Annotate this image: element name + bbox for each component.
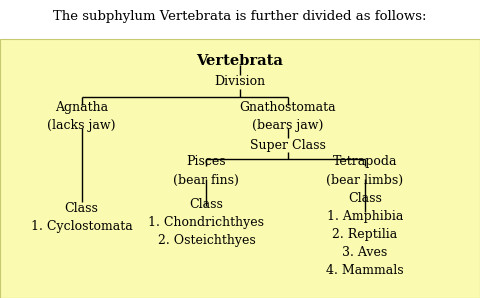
Text: Super Class: Super Class: [250, 139, 326, 152]
Text: Class
1. Amphibia
2. Reptilia
3. Aves
4. Mammals: Class 1. Amphibia 2. Reptilia 3. Aves 4.…: [326, 192, 404, 277]
Text: Gnathostomata
(bears jaw): Gnathostomata (bears jaw): [240, 101, 336, 132]
Text: Agnatha
(lacks jaw): Agnatha (lacks jaw): [48, 101, 116, 132]
Text: The subphylum Vertebrata is further divided as follows:: The subphylum Vertebrata is further divi…: [53, 10, 427, 23]
Text: Class
1. Cyclostomata: Class 1. Cyclostomata: [31, 202, 132, 233]
Text: Class
1. Chondrichthyes
2. Osteichthyes: Class 1. Chondrichthyes 2. Osteichthyes: [148, 198, 264, 247]
Text: Vertebrata: Vertebrata: [197, 54, 283, 68]
Text: Tetrapoda
(bear limbs): Tetrapoda (bear limbs): [326, 156, 403, 187]
Text: Division: Division: [215, 75, 265, 88]
Text: Pisces
(bear fins): Pisces (bear fins): [173, 156, 240, 187]
